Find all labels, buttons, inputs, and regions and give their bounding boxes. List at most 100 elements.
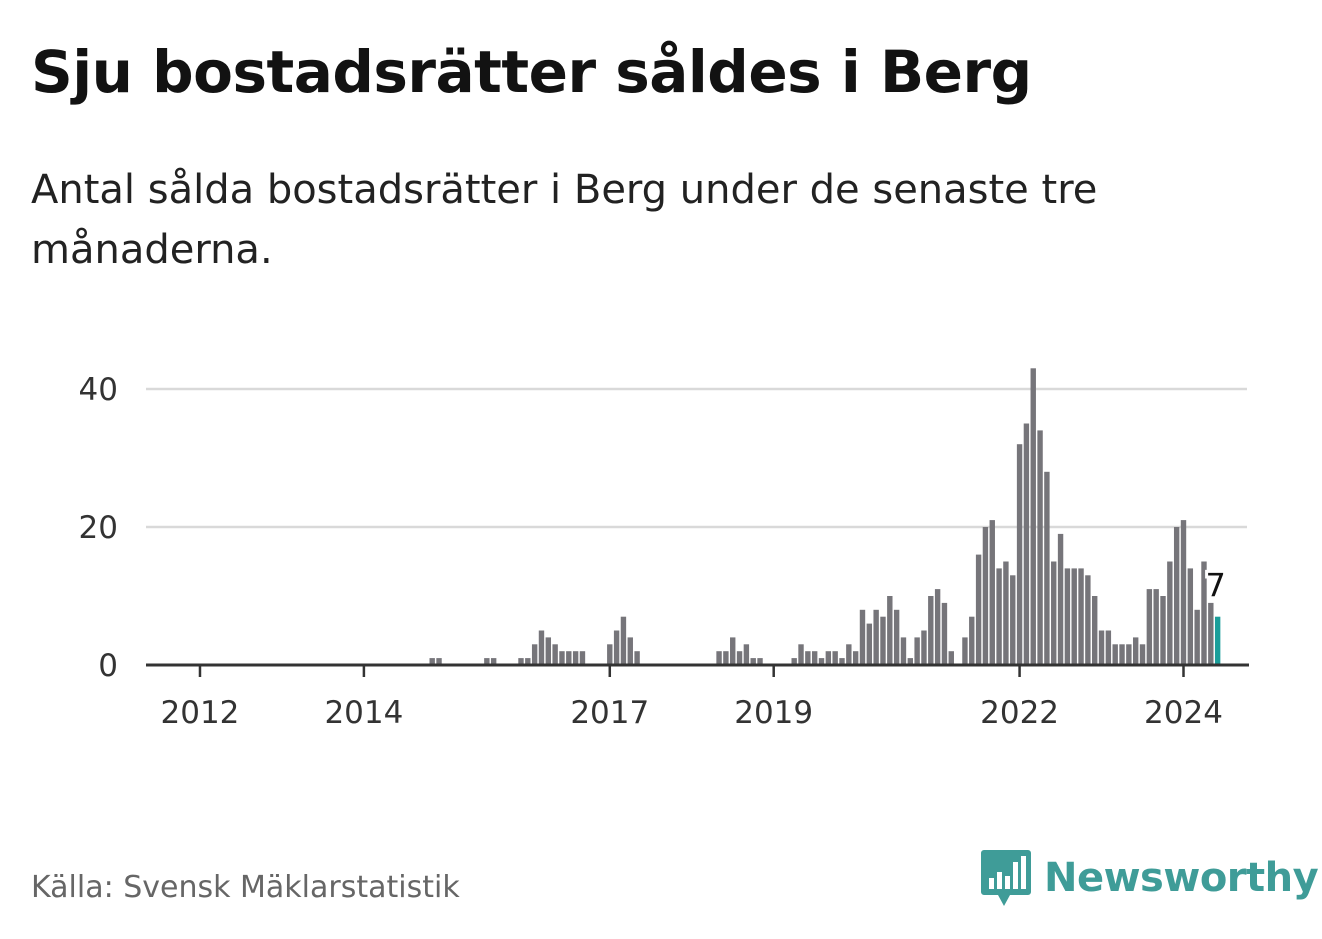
bar	[982, 527, 989, 665]
gridlines	[146, 387, 1247, 529]
bar	[962, 637, 968, 665]
bar	[429, 658, 435, 665]
bar	[579, 651, 586, 665]
x-tick-label: 2024	[1144, 695, 1223, 731]
bar	[1064, 568, 1071, 665]
bar	[750, 658, 756, 665]
x-tick-label: 2019	[734, 695, 813, 731]
bar	[805, 651, 811, 665]
bar	[1057, 533, 1064, 665]
bar	[1201, 561, 1207, 665]
bar	[969, 616, 975, 665]
bar	[723, 651, 729, 665]
bars	[429, 368, 1221, 665]
y-tick-label: 0	[98, 648, 118, 684]
bar	[531, 644, 538, 665]
bar	[538, 630, 545, 665]
bar	[996, 568, 1002, 665]
bar	[490, 658, 497, 665]
bar	[798, 644, 804, 665]
bar	[1016, 444, 1023, 665]
bar	[1085, 575, 1091, 665]
bar	[832, 651, 838, 665]
highlight-bar	[1214, 616, 1221, 665]
bar	[1105, 630, 1112, 665]
bar	[866, 623, 873, 665]
bar	[1023, 423, 1030, 665]
bar	[1037, 430, 1043, 665]
bar	[900, 637, 907, 665]
bar	[545, 637, 552, 665]
bar	[634, 651, 640, 665]
bar	[607, 644, 613, 665]
bar	[1208, 602, 1214, 665]
bar	[559, 651, 565, 665]
bar	[716, 651, 722, 665]
bar	[1146, 589, 1153, 665]
bar	[1078, 568, 1084, 665]
bar	[825, 651, 832, 665]
bar	[1119, 644, 1125, 665]
bar	[921, 630, 927, 665]
bar	[518, 658, 524, 665]
bar	[1010, 575, 1016, 665]
bar	[1003, 561, 1009, 665]
bar	[975, 554, 982, 665]
bar	[1180, 520, 1187, 665]
bar	[907, 658, 913, 665]
bar	[572, 651, 579, 665]
bar	[1173, 527, 1180, 665]
bar	[1153, 589, 1159, 665]
bar	[757, 658, 763, 665]
bar	[1098, 630, 1105, 665]
bar	[1187, 568, 1194, 665]
chart-subtitle: Antal sålda bostadsrätter i Berg under d…	[31, 167, 1098, 273]
bar	[525, 658, 531, 665]
bar	[436, 658, 442, 665]
bar	[852, 651, 859, 665]
bar	[1092, 596, 1098, 665]
bar	[1030, 368, 1036, 665]
bar	[620, 616, 627, 665]
bar-chart: 0 20 40 2012 2014 2017 2019 2022 2024 7	[79, 368, 1249, 731]
bar	[914, 637, 920, 665]
bar	[941, 602, 948, 665]
y-axis-ticks: 0 20 40	[79, 372, 118, 684]
bar	[839, 658, 845, 665]
y-tick-label: 20	[79, 510, 118, 546]
source-note: Källa: Svensk Mäklarstatistik	[31, 870, 460, 905]
bar	[948, 651, 954, 665]
bar	[736, 651, 743, 665]
bar	[1194, 609, 1200, 665]
highlight-bar-label: 7	[1205, 567, 1225, 605]
bar	[552, 644, 558, 665]
bar	[846, 644, 852, 665]
bar	[1051, 561, 1057, 665]
bar	[873, 609, 879, 665]
bar	[893, 609, 900, 665]
bar	[989, 520, 995, 665]
bar	[1167, 561, 1173, 665]
x-tick-label: 2012	[161, 695, 240, 731]
bar	[818, 658, 825, 665]
x-tick-label: 2014	[324, 695, 403, 731]
bar	[859, 609, 866, 665]
bar	[934, 589, 941, 665]
bar	[627, 637, 633, 665]
newsworthy-logo: Newsworthy	[980, 848, 1319, 908]
bar	[1132, 637, 1139, 665]
chart-title: Sju bostadsrätter såldes i Berg	[31, 38, 1032, 106]
bar	[1139, 644, 1146, 665]
bar	[730, 637, 736, 665]
y-tick-label: 40	[79, 372, 118, 408]
bar	[880, 616, 886, 665]
bar	[1112, 644, 1118, 665]
bar	[613, 630, 620, 665]
x-tick-label: 2017	[570, 695, 649, 731]
bar	[484, 658, 490, 665]
bar	[928, 596, 934, 665]
bar	[566, 651, 572, 665]
bar	[1071, 568, 1077, 665]
brand-name: Newsworthy	[1044, 855, 1319, 901]
bar	[791, 658, 797, 665]
